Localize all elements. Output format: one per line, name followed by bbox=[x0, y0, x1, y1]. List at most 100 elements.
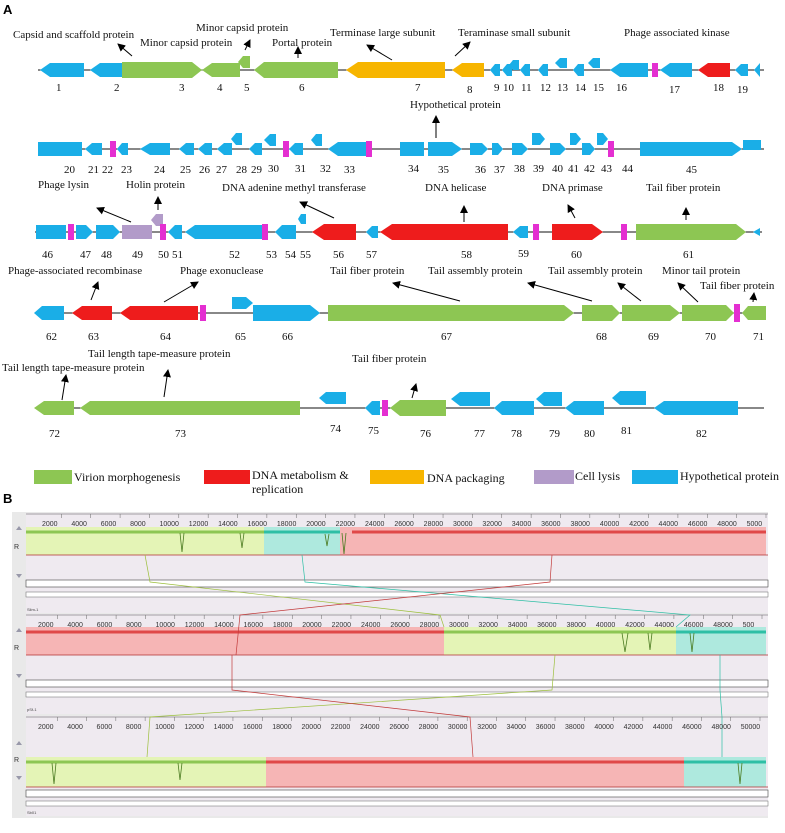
ruler-tick-label: 16000 bbox=[243, 724, 263, 731]
ruler-tick-label: 28000 bbox=[419, 724, 439, 731]
label-dam: DNA adenine methyl transferase bbox=[222, 182, 366, 194]
gene-number: 29 bbox=[251, 164, 263, 176]
genome-2-side-r: R bbox=[14, 645, 19, 652]
gene-58 bbox=[380, 224, 508, 240]
ruler-tick-label: 22000 bbox=[332, 622, 352, 629]
gene-number: 5 bbox=[244, 82, 250, 94]
gene-28 bbox=[231, 133, 242, 145]
label-tail-assembly-68: Tail assembly protein bbox=[428, 265, 523, 277]
ruler-tick-label: 38000 bbox=[565, 724, 585, 731]
arrow-minor-capsid-5 bbox=[243, 39, 251, 51]
ruler-tick-label: 44000 bbox=[655, 622, 675, 629]
arrow-tail-assembly-68 bbox=[527, 281, 593, 302]
ruler-tick-label: 44000 bbox=[659, 521, 679, 528]
ruler-tick-label: 14000 bbox=[214, 724, 234, 731]
ruler-tick-label: 32000 bbox=[482, 521, 502, 528]
marker-53 bbox=[262, 224, 268, 240]
track-1-up-icon[interactable] bbox=[16, 526, 22, 530]
ruler-tick-label: 30000 bbox=[453, 521, 473, 528]
gene-number: 48 bbox=[101, 249, 113, 261]
arrow-exonuclease bbox=[163, 281, 199, 303]
row-5-genes bbox=[34, 391, 738, 416]
marker-50 bbox=[160, 224, 166, 240]
gene-43 bbox=[597, 133, 608, 145]
legend-label-dna: DNA metabolism & bbox=[252, 468, 349, 482]
gene-21 bbox=[85, 143, 102, 155]
genome-1-name: Slim-1 bbox=[27, 607, 39, 612]
gene-number: 75 bbox=[368, 425, 380, 437]
genome-3-name: Sb01 bbox=[27, 810, 37, 815]
panel-b-letter: B bbox=[3, 491, 12, 506]
track-3-down-icon[interactable] bbox=[16, 776, 22, 780]
gene-45b bbox=[743, 140, 761, 150]
gene-number: 51 bbox=[172, 249, 183, 261]
gene-number: 81 bbox=[621, 425, 632, 437]
gene-29 bbox=[249, 143, 262, 155]
arrow-primase bbox=[567, 204, 576, 219]
track-1-down-icon[interactable] bbox=[16, 574, 22, 578]
label-tail-fiber-76: Tail fiber protein bbox=[352, 353, 427, 365]
ruler-tick-label: 8000 bbox=[126, 622, 142, 629]
ruler-tick-label: 50000 bbox=[741, 724, 761, 731]
ruler-tick-label: 10000 bbox=[155, 724, 175, 731]
genome-1-salmon-small bbox=[340, 527, 352, 555]
gene-12 bbox=[538, 64, 548, 76]
marker-43 bbox=[608, 141, 614, 157]
gene-number: 9 bbox=[494, 82, 500, 94]
marker-22 bbox=[110, 141, 116, 157]
gene-27 bbox=[217, 143, 232, 155]
track-3-up-icon[interactable] bbox=[16, 741, 22, 745]
gene-67 bbox=[328, 305, 574, 321]
gene-11 bbox=[520, 64, 530, 76]
gene-77 bbox=[451, 392, 490, 406]
label-helicase: DNA helicase bbox=[425, 182, 487, 194]
gene-number: 1 bbox=[56, 82, 62, 94]
ruler-2-ticks: 2000 4000 6000 8000 10000 12000 14000 16000 1800… bbox=[38, 615, 763, 629]
marker-47 bbox=[68, 224, 74, 240]
arrow-capsid bbox=[117, 43, 133, 57]
gene-33 bbox=[328, 142, 366, 156]
ruler-tick-label: 6000 bbox=[101, 521, 117, 528]
legend-swatch-hypothetical bbox=[632, 470, 678, 484]
gene-number: 54 bbox=[285, 249, 297, 261]
gene-35 bbox=[428, 142, 462, 156]
gene-number: 76 bbox=[420, 428, 432, 440]
marker-75 bbox=[382, 400, 388, 416]
marker-a bbox=[652, 63, 658, 77]
ruler-tick-label: 28000 bbox=[424, 521, 444, 528]
ruler-3-ticks: 2000 4000 6000 8000 10000 12000 14000 16000 1800… bbox=[38, 717, 760, 731]
side-controls bbox=[16, 526, 22, 780]
ruler-tick-label: 48000 bbox=[713, 622, 733, 629]
ruler-tick-label: 500 bbox=[743, 622, 755, 629]
gene-number: 60 bbox=[571, 249, 583, 261]
gene-number: 56 bbox=[333, 249, 345, 261]
ruler-tick-label: 36000 bbox=[536, 724, 556, 731]
arrow-tape-72 bbox=[60, 374, 69, 401]
legend-swatch-dna bbox=[204, 470, 250, 484]
gene-number: 72 bbox=[49, 428, 60, 440]
marker-60 bbox=[621, 224, 627, 240]
gene-49 bbox=[122, 225, 152, 239]
ruler-tick-label: 20000 bbox=[306, 521, 326, 528]
gene-78 bbox=[494, 401, 534, 415]
gene-number: 21 bbox=[88, 164, 99, 176]
track-2-up-icon[interactable] bbox=[16, 628, 22, 632]
label-minor-capsid-4: Minor capsid protein bbox=[140, 37, 233, 49]
gene-75 bbox=[365, 401, 380, 415]
gene-9 bbox=[490, 64, 500, 76]
ruler-tick-label: 6000 bbox=[97, 622, 113, 629]
ruler-tick-label: 44000 bbox=[653, 724, 673, 731]
marker-64 bbox=[200, 305, 206, 321]
ruler-tick-label: 24000 bbox=[365, 521, 385, 528]
gene-51 bbox=[168, 225, 182, 239]
track-2-down-icon[interactable] bbox=[16, 674, 22, 678]
genome-2-track: R pSf-1 bbox=[14, 614, 769, 714]
gene-number: 61 bbox=[683, 249, 694, 261]
gene-number: 19 bbox=[737, 84, 749, 96]
legend-label-lysis: Cell lysis bbox=[575, 469, 620, 483]
label-tail-assembly-69: Tail assembly protein bbox=[548, 265, 643, 277]
gene-number: 30 bbox=[268, 163, 280, 175]
gene-number: 52 bbox=[229, 249, 240, 261]
genome-3-cds-bottom bbox=[25, 800, 769, 807]
gene-42 bbox=[582, 143, 595, 155]
